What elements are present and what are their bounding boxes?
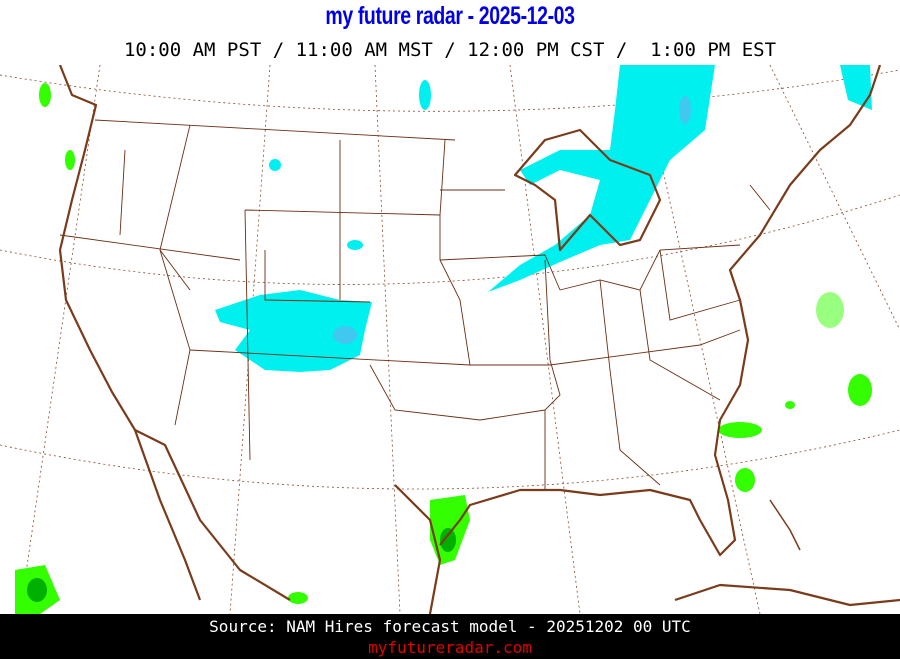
page-title: my future radar - 2025-12-03 — [325, 2, 575, 30]
state-borders — [59, 119, 771, 490]
snow-band-great-lakes — [488, 65, 715, 292]
time-zones-label: 10:00 AM PST / 11:00 AM MST / 12:00 PM C… — [123, 39, 777, 61]
source-label: Source: NAM Hires forecast model - 20251… — [209, 617, 691, 636]
graticule — [0, 65, 900, 614]
coastline — [58, 65, 900, 614]
snow-colorado — [215, 290, 372, 372]
radar-echoes — [15, 65, 872, 614]
footer: Source: NAM Hires forecast model - 20251… — [0, 614, 900, 659]
radar-map — [0, 65, 900, 614]
site-link[interactable]: myfutureradar.com — [368, 638, 532, 657]
